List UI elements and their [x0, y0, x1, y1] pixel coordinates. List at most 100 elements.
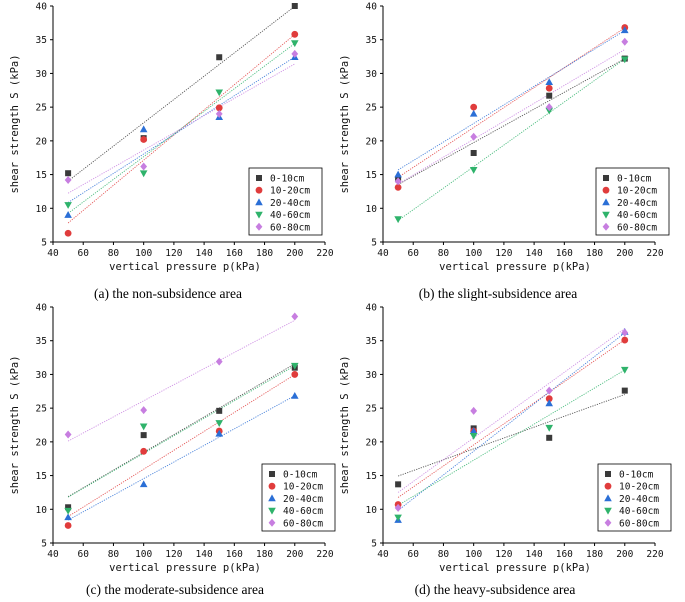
- x-tick-label: 220: [646, 549, 663, 560]
- x-tick-label: 200: [286, 248, 303, 259]
- fit-line-60-80cm: [67, 319, 295, 442]
- data-point-40-60cm: [469, 167, 478, 174]
- legend-label: 0-10cm: [270, 174, 305, 185]
- x-axis-title: vertical pressure p(kPa): [109, 261, 261, 273]
- y-tick-label: 40: [36, 303, 48, 314]
- legend-label: 40-60cm: [283, 506, 323, 517]
- data-point-10-20cm: [394, 183, 402, 191]
- x-tick-label: 40: [377, 248, 389, 259]
- x-tick-label: 60: [77, 248, 89, 259]
- x-tick-label: 40: [47, 248, 59, 259]
- x-tick-label: 140: [196, 549, 213, 560]
- legend-marker-60-80cm: [602, 222, 610, 231]
- chart-panel-3: 40 60 80 100 120 140 160 180 200 220 5 10 15 20 25 30 35…: [339, 303, 672, 597]
- data-point-10-20cm: [140, 447, 148, 455]
- x-axis-title: vertical pressure p(kPa): [439, 261, 591, 273]
- legend-label: 10-20cm: [283, 482, 323, 493]
- x-tick-label: 80: [108, 248, 120, 259]
- x-tick-label: 140: [526, 549, 543, 560]
- legend-marker-10-20cm: [604, 482, 612, 490]
- legend-marker-0-10cm: [256, 175, 262, 181]
- data-point-40-60cm: [139, 170, 148, 178]
- y-tick-label: 40: [36, 2, 48, 13]
- data-point-0-10cm: [546, 92, 553, 99]
- legend-label: 60-80cm: [270, 222, 310, 233]
- x-tick-label: 60: [407, 248, 419, 259]
- x-tick-label: 80: [438, 248, 450, 259]
- data-point-20-40cm: [545, 399, 554, 407]
- x-tick-label: 100: [465, 248, 482, 259]
- y-tick-label: 10: [36, 505, 48, 516]
- legend-label: 40-60cm: [270, 210, 310, 221]
- x-tick-label: 40: [47, 549, 59, 560]
- data-point-60-80cm: [215, 357, 223, 366]
- x-tick-label: 100: [135, 248, 152, 259]
- y-tick-label: 20: [36, 136, 48, 147]
- data-point-0-10cm: [65, 170, 72, 177]
- legend-label: 40-60cm: [617, 210, 657, 221]
- y-tick-label: 15: [366, 170, 377, 181]
- data-point-40-60cm: [469, 432, 478, 440]
- legend-marker-40-60cm: [268, 507, 276, 515]
- data-point-40-60cm: [394, 514, 402, 522]
- x-axis-title: vertical pressure p(kPa): [439, 562, 591, 574]
- fit-line-20-40cm: [397, 30, 626, 171]
- chart-panel-1: 40 60 80 100 120 140 160 180 200 220 5 10 15 20 25 30 35…: [339, 2, 670, 301]
- data-point-10-20cm: [140, 136, 148, 143]
- data-point-60-80cm: [215, 109, 223, 118]
- legend-label: 60-80cm: [283, 518, 323, 529]
- y-tick-label: 5: [371, 238, 377, 249]
- data-point-60-80cm: [140, 406, 148, 415]
- data-point-20-40cm: [469, 427, 478, 434]
- fit-line-60-80cm: [67, 63, 296, 194]
- y-tick-label: 35: [36, 336, 47, 347]
- legend-marker-10-20cm: [602, 186, 610, 194]
- data-point-0-10cm: [470, 149, 477, 156]
- data-point-20-40cm: [545, 78, 554, 85]
- legend-marker-0-10cm: [605, 471, 611, 477]
- y-tick-label: 40: [366, 303, 378, 314]
- y-tick-label: 5: [41, 539, 47, 550]
- x-tick-label: 100: [465, 549, 482, 560]
- legend-marker-0-10cm: [269, 471, 275, 477]
- x-tick-label: 120: [165, 248, 182, 259]
- fit-line-0-10cm: [67, 5, 296, 182]
- legend-marker-10-20cm: [255, 186, 263, 194]
- data-point-20-40cm: [394, 170, 402, 178]
- legend-label: 20-40cm: [617, 198, 657, 209]
- x-tick-label: 140: [196, 248, 213, 259]
- data-point-60-80cm: [140, 162, 148, 171]
- data-point-10-20cm: [291, 30, 299, 38]
- data-point-60-80cm: [64, 175, 72, 184]
- y-tick-label: 35: [366, 336, 377, 347]
- fit-line-10-20cm: [397, 27, 626, 178]
- data-point-20-40cm: [469, 109, 478, 117]
- data-point-60-80cm: [291, 312, 299, 321]
- data-point-40-60cm: [394, 216, 402, 224]
- data-point-60-80cm: [291, 49, 299, 58]
- data-point-60-80cm: [394, 177, 402, 186]
- data-point-40-60cm: [620, 366, 629, 374]
- x-tick-label: 180: [256, 549, 273, 560]
- y-tick-label: 30: [36, 69, 48, 80]
- fit-line-10-20cm: [67, 374, 296, 517]
- data-point-20-40cm: [139, 125, 148, 133]
- data-point-10-20cm: [64, 522, 72, 529]
- data-point-0-10cm: [216, 407, 223, 414]
- fit-line-20-40cm: [397, 332, 626, 511]
- legend-label: 10-20cm: [619, 482, 659, 493]
- x-tick-label: 80: [108, 549, 120, 560]
- data-point-0-10cm: [65, 504, 72, 511]
- legend-marker-60-80cm: [604, 518, 612, 527]
- data-point-10-20cm: [621, 336, 629, 344]
- legend-label: 40-60cm: [619, 506, 659, 517]
- fit-line-40-60cm: [397, 58, 626, 221]
- legend-label: 10-20cm: [617, 186, 657, 197]
- x-tick-label: 220: [646, 248, 663, 259]
- chart-panel-0: 40 60 80 100 120 140 160 180 200 220 5 10 15 20 25 30 35…: [9, 2, 334, 302]
- x-tick-label: 200: [616, 248, 633, 259]
- data-point-40-60cm: [215, 420, 224, 427]
- data-point-40-60cm: [139, 423, 148, 431]
